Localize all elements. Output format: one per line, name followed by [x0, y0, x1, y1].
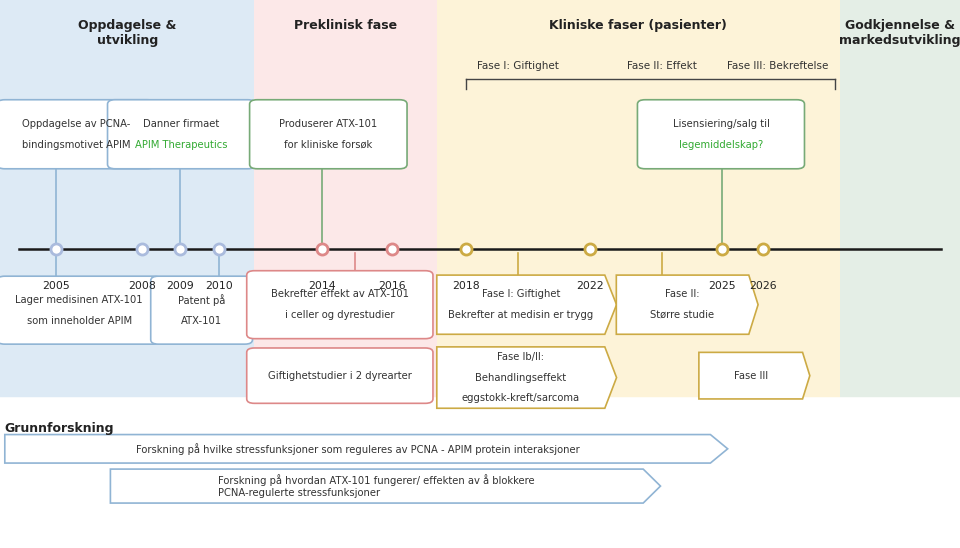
FancyBboxPatch shape — [108, 100, 255, 169]
Text: Bekrefter at medisin er trygg: Bekrefter at medisin er trygg — [448, 310, 593, 320]
Text: Fase III: Bekreftelse: Fase III: Bekreftelse — [727, 61, 828, 71]
Text: Fase I: Giftighet: Fase I: Giftighet — [482, 289, 560, 299]
FancyBboxPatch shape — [151, 276, 252, 344]
Text: Danner firmaet: Danner firmaet — [143, 119, 220, 129]
Text: ATX-101: ATX-101 — [181, 316, 222, 326]
Text: 2014: 2014 — [308, 281, 335, 291]
Polygon shape — [699, 352, 810, 399]
FancyBboxPatch shape — [0, 276, 161, 344]
Text: Fase III: Fase III — [733, 370, 768, 381]
Text: Fase I: Giftighet: Fase I: Giftighet — [477, 61, 560, 71]
Text: 2016: 2016 — [378, 281, 405, 291]
Text: 2026: 2026 — [750, 281, 777, 291]
Text: Forskning på hvilke stressfunksjoner som reguleres av PCNA - APIM protein intera: Forskning på hvilke stressfunksjoner som… — [135, 443, 580, 455]
Text: Fase II:: Fase II: — [665, 289, 700, 299]
Text: bindingsmotivet APIM: bindingsmotivet APIM — [21, 140, 131, 150]
Text: Lisensiering/salg til: Lisensiering/salg til — [673, 119, 769, 129]
Text: i celler og dyrestudier: i celler og dyrestudier — [285, 310, 395, 320]
FancyBboxPatch shape — [0, 0, 254, 400]
Text: Fase II: Effekt: Fase II: Effekt — [628, 61, 697, 71]
Text: 2022: 2022 — [577, 281, 604, 291]
FancyBboxPatch shape — [247, 348, 433, 403]
Polygon shape — [5, 435, 728, 463]
FancyBboxPatch shape — [437, 0, 840, 400]
Text: Større studie: Større studie — [651, 310, 714, 320]
Polygon shape — [437, 275, 616, 334]
FancyBboxPatch shape — [637, 100, 804, 169]
Text: Godkjennelse &
markedsutvikling: Godkjennelse & markedsutvikling — [839, 19, 960, 47]
FancyBboxPatch shape — [247, 271, 433, 339]
Text: Oppdagelse av PCNA-: Oppdagelse av PCNA- — [22, 119, 130, 129]
FancyBboxPatch shape — [840, 0, 960, 400]
Text: 2005: 2005 — [42, 281, 69, 291]
Text: Lager medisinen ATX-101: Lager medisinen ATX-101 — [15, 295, 143, 305]
Text: for kliniske forsøk: for kliniske forsøk — [284, 140, 372, 150]
Polygon shape — [616, 275, 758, 334]
Text: Bekrefter effekt av ATX-101: Bekrefter effekt av ATX-101 — [271, 289, 409, 299]
Text: Preklinisk fase: Preklinisk fase — [294, 19, 397, 32]
FancyBboxPatch shape — [254, 0, 437, 400]
Text: 2009: 2009 — [167, 281, 194, 291]
Text: 2025: 2025 — [708, 281, 735, 291]
Text: Giftighetstudier i 2 dyrearter: Giftighetstudier i 2 dyrearter — [268, 370, 412, 381]
FancyBboxPatch shape — [0, 100, 155, 169]
Text: Grunnforskning: Grunnforskning — [5, 422, 114, 435]
Text: Behandlingseffekt: Behandlingseffekt — [475, 373, 566, 383]
Text: 2010: 2010 — [205, 281, 232, 291]
Text: Fase Ib/II:: Fase Ib/II: — [497, 352, 544, 362]
Text: eggstokk-kreft/sarcoma: eggstokk-kreft/sarcoma — [462, 393, 580, 403]
Polygon shape — [110, 469, 660, 503]
Text: legemiddelskap?: legemiddelskap? — [679, 140, 763, 150]
Text: APIM Therapeutics: APIM Therapeutics — [135, 140, 228, 150]
Text: som inneholder APIM: som inneholder APIM — [27, 316, 132, 326]
Polygon shape — [437, 347, 616, 408]
Text: Produserer ATX-101: Produserer ATX-101 — [279, 119, 377, 129]
FancyBboxPatch shape — [250, 100, 407, 169]
Text: 2008: 2008 — [129, 281, 156, 291]
Text: Kliniske faser (pasienter): Kliniske faser (pasienter) — [549, 19, 728, 32]
Text: 2018: 2018 — [452, 281, 479, 291]
Text: Forskning på hvordan ATX-101 fungerer/ effekten av å blokkere
PCNA-regulerte str: Forskning på hvordan ATX-101 fungerer/ e… — [219, 475, 535, 498]
Text: Oppdagelse &
utvikling: Oppdagelse & utvikling — [78, 19, 177, 47]
Text: Patent på: Patent på — [178, 294, 226, 306]
